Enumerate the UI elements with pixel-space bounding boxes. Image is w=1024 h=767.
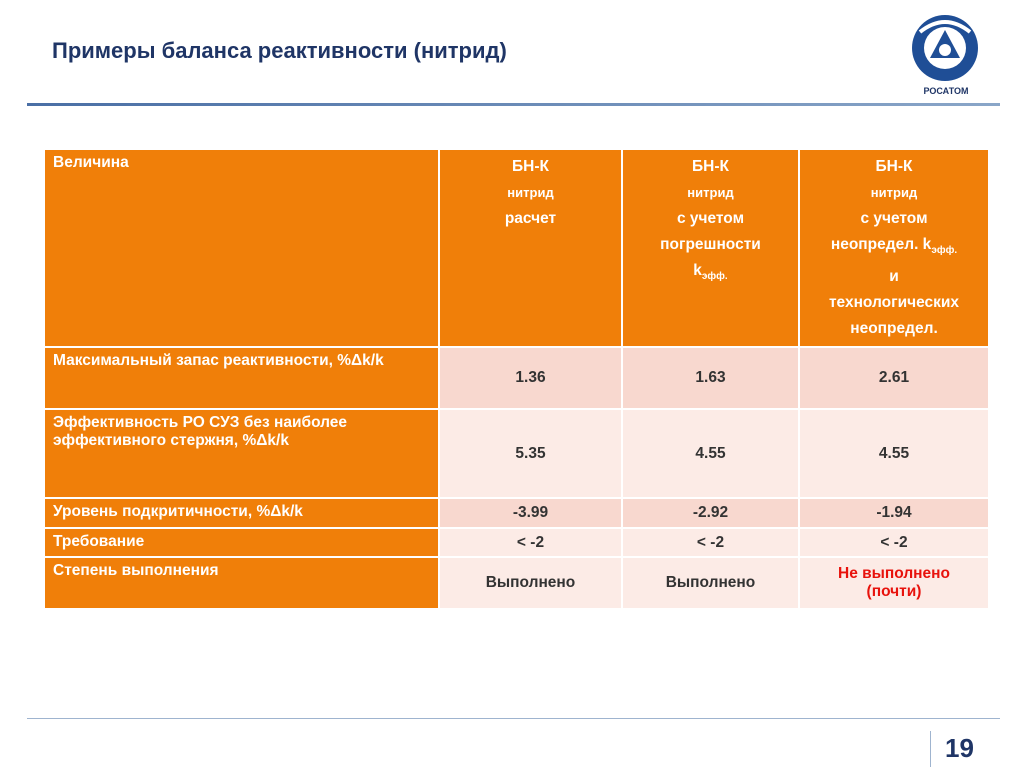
header-line: технологических — [808, 290, 980, 316]
header-text: БН-К — [692, 158, 729, 175]
value-cell: 2.61 — [798, 346, 990, 411]
header-line: с учетом — [808, 206, 980, 232]
row-label: Максимальный запас реактивности, %Δk/k — [43, 346, 440, 411]
header-line: БН-К — [808, 154, 980, 180]
value-cell: -3.99 — [438, 497, 623, 530]
data-table: Величина БН-К нитрид расчет БН-К нитрид с учет… — [43, 147, 990, 611]
value-cell: 1.63 — [621, 346, 800, 411]
row-label: Эффективность РО СУЗ без наиболее эффект… — [43, 408, 440, 500]
header-text: расчет — [504, 210, 557, 227]
header-line: и — [808, 264, 980, 290]
header-text: с учетом — [860, 210, 928, 227]
header-line: расчет — [448, 206, 613, 232]
value-line: Не выполнено — [838, 565, 950, 583]
row-label: Степень выполнения — [43, 556, 440, 611]
value-cell: Не выполнено (почти) — [798, 556, 990, 611]
footer-rule — [27, 718, 1000, 719]
header-text: БН-К — [875, 158, 913, 175]
header-subscript: эфф. — [701, 271, 728, 283]
header-text: с учетом — [676, 210, 745, 227]
header-line: с учетом — [631, 206, 790, 232]
value-cell: 4.55 — [621, 408, 800, 500]
header-line: БН-К — [631, 154, 790, 180]
header-text: и — [889, 268, 899, 286]
header-cell: БН-К нитрид с учетом неопредел. kэфф. и техно… — [798, 147, 990, 349]
header-line: погрешности — [631, 232, 790, 258]
value-cell: < -2 — [798, 527, 990, 559]
header-cell: БН-К нитрид расчет — [438, 147, 623, 349]
header-text: неопредел. — [850, 320, 938, 338]
header-text: БН-К — [512, 158, 549, 175]
logo — [912, 15, 978, 81]
value-cell: < -2 — [621, 527, 800, 559]
slide-title: Примеры баланса реактивности (нитрид) — [52, 38, 507, 63]
header-cell: Величина — [43, 147, 440, 349]
header-line: Величина — [53, 154, 430, 172]
header-text: неопредел. k — [830, 236, 932, 253]
header-line: нитрид — [631, 180, 790, 206]
row-label: Уровень подкритичности, %Δk/k — [43, 497, 440, 530]
header-line: нитрид — [808, 180, 980, 206]
header-text: нитрид — [507, 185, 554, 200]
header-text: технологических — [828, 294, 960, 312]
value-cell: -2.92 — [621, 497, 800, 530]
page-number: 19 — [945, 733, 974, 763]
footer-separator — [930, 731, 931, 767]
value-line: (почти) — [866, 583, 922, 601]
value-cell: Выполнено — [621, 556, 800, 611]
header-line: нитрид — [448, 180, 613, 206]
header-text: нитрид — [870, 185, 918, 200]
header-text: погрешности — [660, 236, 761, 253]
header-line: БН-К — [448, 154, 613, 180]
header-text: Величина — [53, 154, 129, 171]
value-cell: 1.36 — [438, 346, 623, 411]
header-text: нитрид — [687, 185, 734, 200]
logo-text: РОСАТОМ — [923, 86, 969, 96]
value-cell: -1.94 — [798, 497, 990, 530]
header-cell: БН-К нитрид с учетом погрешности kэфф. — [621, 147, 800, 349]
value-cell: Выполнено — [438, 556, 623, 611]
value-cell: 4.55 — [798, 408, 990, 500]
header-text: k — [693, 262, 702, 279]
value-cell: < -2 — [438, 527, 623, 559]
header-line: неопредел. kэфф. — [808, 232, 980, 264]
header-line: kэфф. — [631, 258, 790, 290]
header-subscript: эфф. — [931, 245, 958, 257]
header-line: неопредел. — [808, 316, 980, 342]
header-rule — [27, 103, 1000, 106]
row-label: Требование — [43, 527, 440, 559]
value-cell: 5.35 — [438, 408, 623, 500]
